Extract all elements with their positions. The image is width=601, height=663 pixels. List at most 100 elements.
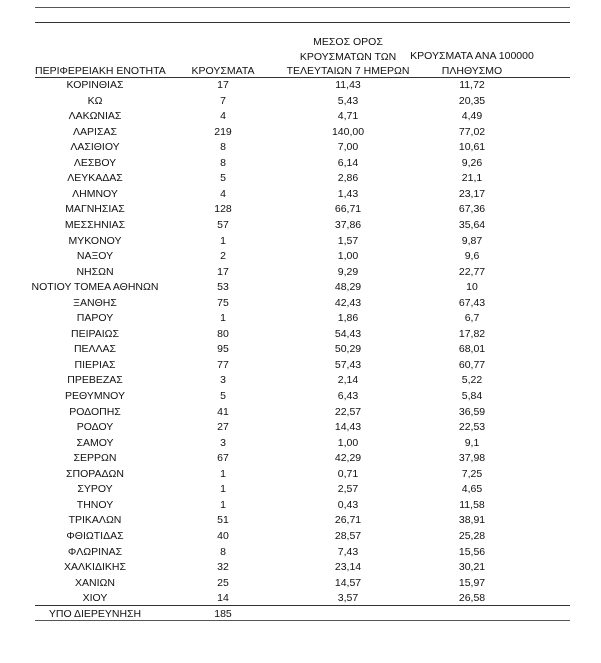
avg-7-days: 1,00 (337, 250, 359, 263)
cases-per-100000: 5,22 (461, 374, 483, 387)
region-name: ΛΑΡΙΣΑΣ (73, 125, 117, 138)
cases-per-100000: 4,65 (461, 483, 483, 496)
header-line: ΜΕΣΟΣ ΟΡΟΣ (313, 36, 383, 48)
avg-7-days: 1,86 (337, 312, 359, 325)
avg-7-days: 0,43 (337, 498, 359, 511)
cases: 77 (217, 358, 229, 371)
cases: 219 (214, 125, 232, 138)
cases: 67 (217, 452, 229, 465)
cases: 2 (220, 250, 226, 263)
cases: 27 (217, 421, 229, 434)
region-name: ΣΕΡΡΩΝ (73, 452, 117, 465)
region-name: ΣΥΡΟΥ (77, 483, 113, 496)
region-name: ΣΑΜΟΥ (76, 436, 114, 449)
region-name: ΝΑΞΟΥ (76, 250, 114, 263)
region-name: ΜΑΓΝΗΣΙΑΣ (65, 203, 125, 216)
header-line: ΠΛΗΘΥΣΜΟ (441, 64, 503, 77)
avg-7-days: 2,57 (337, 483, 359, 496)
cases-per-100000: 7,25 (461, 467, 483, 480)
region-name: ΝΗΣΩΝ (76, 265, 114, 278)
cases-per-100000: 22,77 (458, 265, 486, 278)
cases-per-100000: 21,1 (461, 172, 483, 185)
cases: 5 (220, 172, 226, 185)
cases: 32 (217, 561, 229, 574)
region-name: ΛΑΚΩΝΙΑΣ (68, 110, 122, 123)
avg-7-days: 14,43 (334, 421, 362, 434)
region-name: ΦΘΙΩΤΙΔΑΣ (66, 529, 124, 542)
cases: 1 (220, 498, 226, 511)
region-name: ΝΟΤΙΟΥ ΤΟΜΕΑ ΑΘΗΝΩΝ (31, 281, 159, 294)
region-name: ΧΑΛΚΙΔΙΚΗΣ (64, 561, 126, 574)
avg-7-days: 37,86 (334, 218, 362, 231)
cases-per-100000: 25,28 (458, 529, 486, 542)
cases: 7 (220, 94, 226, 107)
cases: 1 (220, 312, 226, 325)
cases: 4 (220, 110, 226, 123)
cases-per-100000: 9,6 (464, 250, 480, 263)
avg-7-days: 5,43 (337, 94, 359, 107)
region-name: ΚΟΡΙΝΘΙΑΣ (66, 79, 124, 91)
bottom-rule-2 (35, 620, 570, 621)
avg-7-days: 66,71 (334, 203, 362, 216)
avg-7-days: 48,29 (334, 281, 362, 294)
top-rule-2 (35, 22, 570, 23)
cases: 8 (220, 545, 226, 558)
region-name: ΥΠΟ ΔΙΕΡΕΥΝΗΣΗ (48, 607, 142, 620)
cases: 1 (220, 234, 226, 247)
cases-per-100000: 10,61 (458, 141, 486, 154)
cases: 3 (220, 374, 226, 387)
cases-per-100000: 38,91 (458, 514, 486, 527)
avg-7-days: 14,57 (334, 576, 362, 589)
top-rule (35, 7, 570, 8)
cases: 80 (217, 327, 229, 340)
region-name: ΠΕΙΡΑΙΩΣ (71, 327, 119, 340)
cases: 185 (214, 607, 232, 620)
avg-7-days: 54,43 (334, 327, 362, 340)
cases: 41 (217, 405, 229, 418)
cases: 95 (217, 343, 229, 356)
region-name: ΤΗΝΟΥ (76, 498, 114, 511)
cases-per-100000: 22,53 (458, 421, 486, 434)
cases-per-100000: 6,7 (464, 312, 480, 325)
cases-per-100000: 4,49 (461, 110, 483, 123)
cases: 3 (220, 436, 226, 449)
region-name: ΠΙΕΡΙΑΣ (74, 358, 116, 371)
region-name: ΜΥΚΟΝΟΥ (68, 234, 122, 247)
region-name: ΡΟΔΟΠΗΣ (69, 405, 121, 418)
cases-per-100000: 67,43 (458, 296, 486, 309)
cases-per-100000: 67,36 (458, 203, 486, 216)
cases: 5 (220, 390, 226, 402)
cases-per-100000: 68,01 (458, 343, 486, 356)
avg-7-days: 50,29 (334, 343, 362, 356)
avg-7-days: 0,71 (337, 467, 359, 480)
region-name: ΚΩ (87, 94, 103, 107)
avg-7-days: 7,00 (337, 141, 359, 154)
avg-7-days: 2,14 (337, 374, 359, 387)
cases: 51 (217, 514, 229, 527)
avg-7-days: 57,43 (334, 358, 362, 371)
cases-per-100000: 9,26 (461, 156, 483, 169)
cases-per-100000: 9,1 (464, 436, 480, 449)
avg-7-days: 42,29 (334, 452, 362, 465)
bottom-rule (35, 605, 570, 606)
cases-per-100000: 60,77 (458, 358, 486, 371)
avg-7-days: 1,43 (337, 187, 359, 200)
cases: 17 (217, 265, 229, 278)
cases-per-100000: 23,17 (458, 187, 486, 200)
cases: 4 (220, 187, 226, 200)
cases: 1 (220, 483, 226, 496)
cases: 8 (220, 141, 226, 154)
cases-per-100000: 37,98 (458, 452, 486, 465)
header-rule (35, 77, 570, 78)
region-name: ΡΟΔΟΥ (76, 421, 114, 434)
avg-7-days: 42,43 (334, 296, 362, 309)
cases: 40 (217, 529, 229, 542)
header-cases: ΚΡΟΥΣΜΑΤΑ (191, 65, 255, 77)
region-name: ΛΕΣΒΟΥ (73, 156, 117, 169)
cases-per-100000: 77,02 (458, 125, 486, 138)
avg-7-days: 7,43 (337, 545, 359, 558)
cases-per-100000: 17,82 (458, 327, 486, 340)
header-line: ΚΡΟΥΣΜΑΤΑ ΑΝΑ 100000 (410, 50, 534, 62)
cases-per-100000: 11,58 (459, 498, 485, 511)
region-name: ΣΠΟΡΑΔΩΝ (66, 467, 124, 480)
